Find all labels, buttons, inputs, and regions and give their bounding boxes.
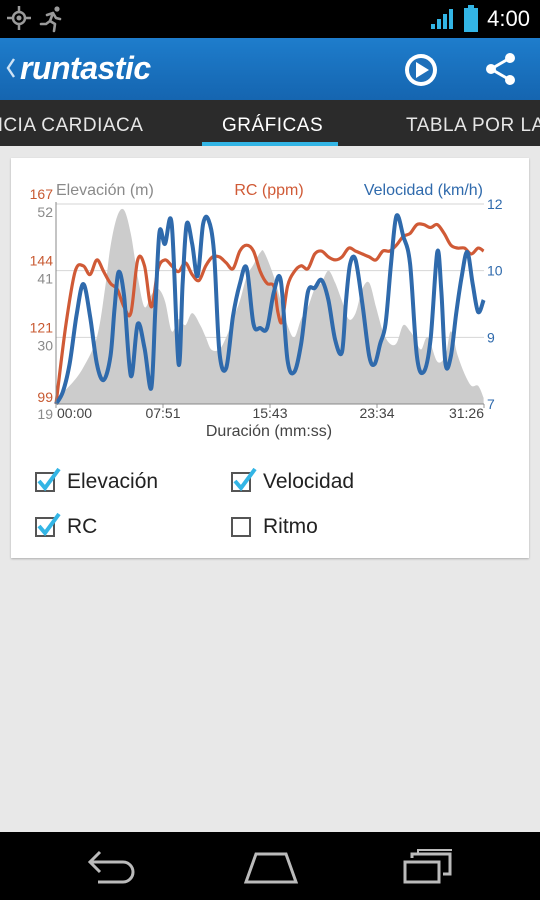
check-icon [233,467,257,492]
checkbox-pace[interactable]: Ritmo [231,515,318,539]
checkbox-label: Elevación [67,470,159,493]
hr-tick-label: 167 [30,186,54,202]
speed-tick-label: 12 [487,196,503,212]
elevation-tick-label: 30 [37,337,53,353]
legend-hr: RC (ppm) [234,182,303,199]
gps-icon [6,5,32,36]
checkbox-box[interactable] [35,512,61,537]
checkbox-box[interactable] [231,517,251,537]
checkbox-label: Ritmo [263,515,318,538]
checkbox-label: RC [67,515,98,538]
speed-tick-label: 7 [487,396,495,412]
legend-speed: Velocidad (km/h) [364,182,483,199]
navigation-bar [0,832,540,900]
x-tick-label: 15:43 [252,405,287,421]
elevation-tick-label: 19 [37,406,53,422]
home-icon[interactable] [242,846,300,891]
recents-icon[interactable] [402,846,454,891]
hr-tick-label: 144 [30,253,54,269]
tab-lap-table[interactable]: TABLA POR LAPSOS [406,115,540,136]
x-tick-label: 00:00 [57,405,92,421]
share-icon[interactable] [483,51,519,92]
status-bar: 4:00 [0,0,540,38]
x-tick-label: 07:51 [145,405,180,421]
checkbox-speed[interactable]: Velocidad [231,467,355,494]
check-icon [37,512,61,537]
wifi-icon [430,8,456,35]
checkbox-label: Velocidad [263,470,355,493]
legend-elevation: Elevación (m) [56,182,154,199]
speed-tick-label: 9 [487,329,495,345]
checkbox-elevation[interactable]: Elevación [35,467,159,494]
battery-icon [463,5,479,38]
x-tick-label: 31:26 [449,405,484,421]
checkbox-box[interactable] [231,467,257,492]
clock: 4:00 [487,6,530,31]
tab-charts[interactable]: GRÁFICAS [222,115,324,136]
x-axis-label: Duración (mm:ss) [206,423,332,440]
x-tick-label: 23:34 [359,405,394,421]
action-bar: runtastic [0,38,540,100]
selected-tab-indicator [202,142,338,146]
hr-tick-label: 121 [30,319,54,335]
runtastic-logo[interactable]: runtastic [20,50,151,86]
check-icon [37,467,61,492]
play-icon[interactable] [402,51,440,94]
back-icon[interactable] [86,846,138,891]
speed-tick-label: 10 [487,263,503,279]
up-caret-icon[interactable] [5,56,17,85]
elevation-tick-label: 52 [37,204,53,220]
checkbox-hr[interactable]: RC [35,512,98,539]
checkbox-box[interactable] [35,467,61,492]
elevation-tick-label: 41 [37,271,53,287]
series-speed-line [54,213,486,406]
tab-strip: FRECUENCIA CARDIACA GRÁFICAS TABLA POR L… [0,100,540,146]
runner-icon [38,5,66,38]
hr-tick-label: 99 [37,389,53,405]
tab-heart-rate[interactable]: FRECUENCIA CARDIACA [0,115,144,136]
chart-card: 167 52 144 41 121 30 99 19 12 10 9 7 00:00 07:51 15:43… [11,158,529,558]
series-hr-line [54,222,485,405]
